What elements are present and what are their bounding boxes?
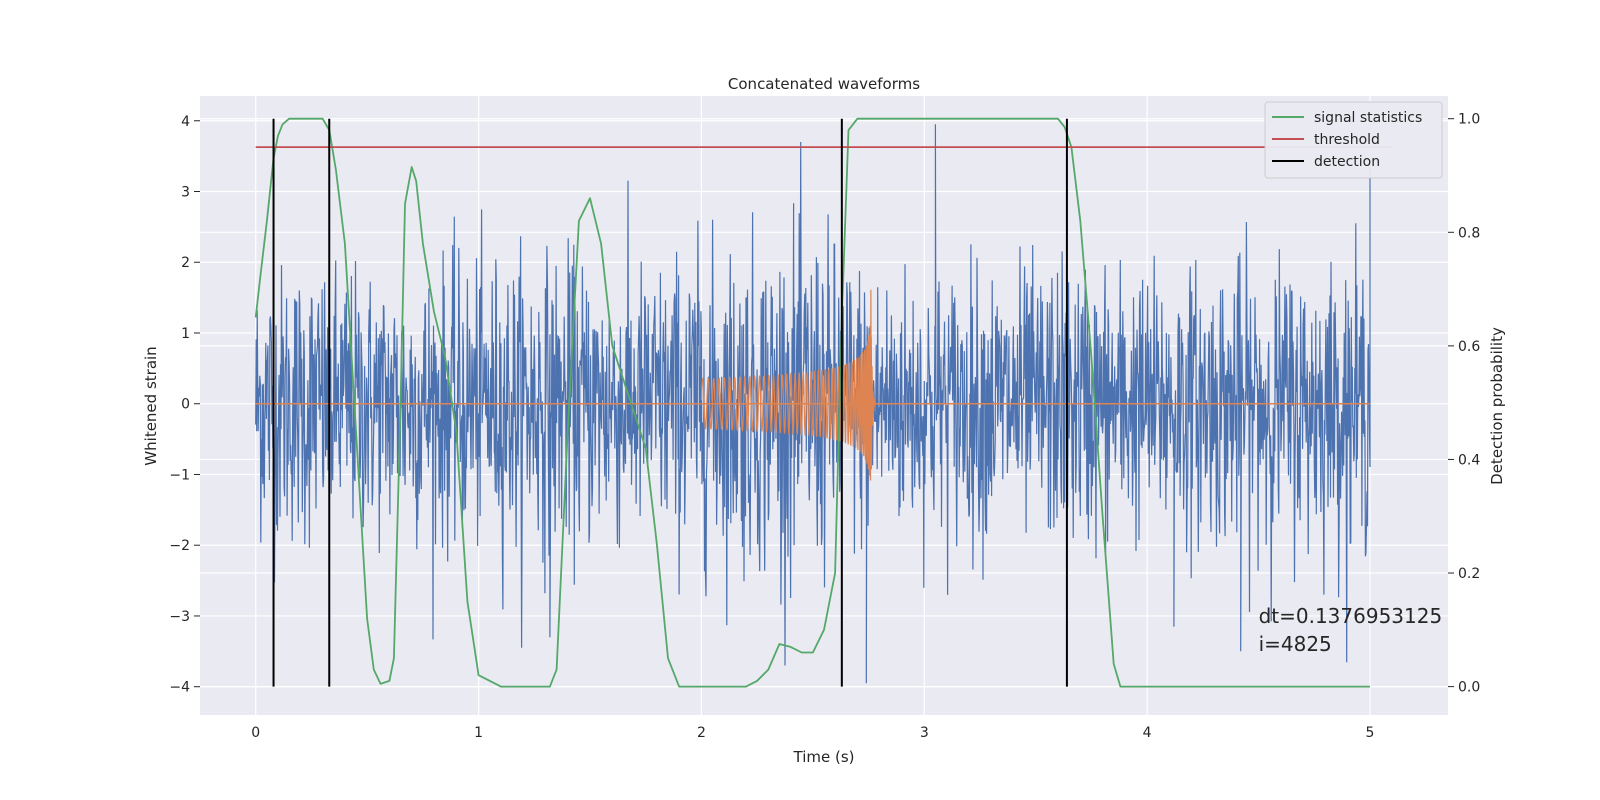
y-right-tick-label: 0.8: [1458, 225, 1480, 241]
y-tick-label: 2: [181, 255, 190, 271]
y-tick-label: −1: [169, 467, 190, 483]
y-right-tick-label: 0.4: [1458, 452, 1480, 468]
x-tick-label: 4: [1143, 725, 1152, 741]
signal-statistics-line: [254, 117, 1370, 688]
y-axis-label-right: Detection probability: [1488, 327, 1506, 485]
chirp-series: [700, 289, 876, 481]
y-tick-label: 0: [181, 397, 190, 413]
y-right-tick-label: 0.6: [1458, 339, 1480, 355]
x-tick-label: 2: [697, 725, 706, 741]
annotation-line-dt: dt=0.1376953125: [1259, 604, 1443, 628]
y-right-tick-label: 0.2: [1458, 566, 1480, 582]
y-tick-label: −4: [169, 680, 190, 696]
y-axis-label: Whitened strain: [142, 346, 160, 465]
y-right-tick-label: 1.0: [1458, 112, 1480, 128]
y-tick-label: 3: [181, 185, 190, 201]
x-tick-label: 1: [474, 725, 483, 741]
y-tick-label: 4: [181, 114, 190, 130]
legend-label: detection: [1314, 154, 1380, 170]
legend-label: signal statistics: [1314, 110, 1422, 126]
annotation: dt=0.1376953125 i=4825: [1259, 604, 1443, 656]
legend: signal statistics threshold detection: [1264, 101, 1443, 179]
tick-layer: 0 1 2 3 4 5 −4 −3 −2 −1 0 1 2 3 4 0.0 0.2 0.4 0.6 0.8 1.0: [169, 112, 1480, 741]
x-axis-label: Time (s): [793, 748, 855, 766]
x-tick-label: 5: [1366, 725, 1375, 741]
y-tick-label: 1: [181, 326, 190, 342]
series-layer: [254, 117, 1393, 688]
legend-box: [1264, 101, 1443, 179]
legend-label: threshold: [1314, 132, 1380, 148]
x-tick-label: 3: [920, 725, 929, 741]
x-tick-label: 0: [251, 725, 260, 741]
chart-title: Concatenated waveforms: [728, 75, 920, 93]
y-right-tick-label: 0.0: [1458, 680, 1480, 696]
annotation-line-i: i=4825: [1259, 632, 1332, 656]
noise-series: [255, 124, 1371, 684]
y-tick-label: −3: [169, 609, 190, 625]
y-tick-label: −2: [169, 538, 190, 554]
